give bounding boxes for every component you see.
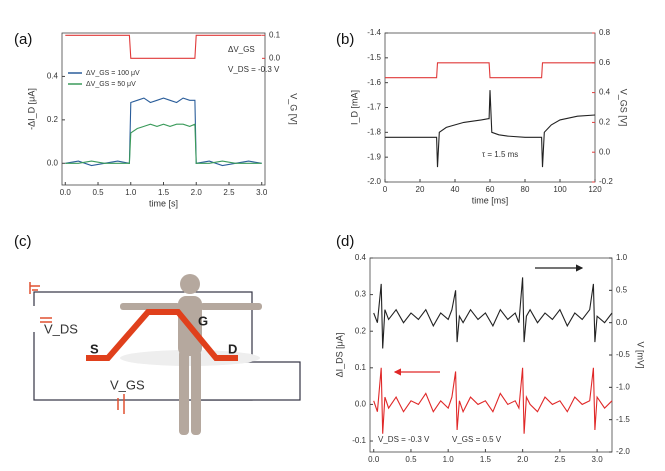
data-line [373,367,613,434]
y-axis-label: -ΔI_D [μA] [26,88,36,130]
y-tick-label: -1.6 [367,78,381,87]
x-axis-label: time [ms] [472,195,509,205]
diagram: (c) V_DS G S D V_GS [14,233,301,435]
data-line [65,34,262,59]
y-tick-label: -0.1 [352,436,366,445]
panel-label: (d) [336,233,354,250]
x-tick-label: 2.0 [517,455,529,464]
x-tick-label: 100 [553,185,567,194]
y2-tick-label: 0.0 [616,318,628,327]
y2-tick-label: 0.8 [599,28,611,37]
x-tick-label: 3.0 [592,455,604,464]
y-axis-label: I_D [mA] [349,90,359,125]
y2-tick-label: 0.4 [599,88,611,97]
y-tick-label: 0.2 [355,326,367,335]
y-tick-label: -1.5 [367,53,381,62]
x-tick-label: 1.5 [480,455,492,464]
y2-axis-label: V_G [V] [289,93,299,125]
channel [86,309,238,361]
y2-tick-label: -2.0 [616,447,630,456]
y2-tick-label: 0.2 [599,118,611,127]
y2-tick-label: -0.2 [599,177,613,186]
legend-label: ΔV_GS = 100 μV [86,70,140,77]
legend-label: ΔV_GS = 50 μV [86,81,136,88]
x-tick-label: 0 [383,185,388,194]
y2-axis-label: V [mV] [636,341,646,368]
y-tick-label: 0.0 [355,400,367,409]
data-line [373,277,613,349]
x-tick-label: 20 [416,185,425,194]
battery [117,394,125,414]
y2-tick-label: 1.0 [616,253,628,262]
y2-tick-label: 0.5 [616,285,628,294]
x-tick-label: 1.0 [125,188,137,197]
y-tick-label: 0.0 [47,158,59,167]
data-line [65,123,262,164]
label: G [198,313,208,328]
x-tick-label: 2.5 [223,188,235,197]
label: V_GS [110,377,145,392]
y-tick-label: 0.1 [355,363,367,372]
y2-tick-label: 0.6 [599,58,611,67]
panel-label: (a) [14,31,32,48]
x-tick-label: 60 [486,185,495,194]
annotation: V_DS = -0.3 V [228,65,280,74]
battery [40,317,52,323]
x-axis-label: time [s] [149,198,178,208]
y-tick-label: 0.3 [355,290,367,299]
y-tick-label: -1.4 [367,28,381,37]
panel-label: (b) [336,31,354,48]
x-tick-label: 0.0 [368,455,380,464]
annotation: τ = 1.5 ms [482,150,518,159]
label: S [90,341,99,356]
x-tick-label: 1.0 [443,455,455,464]
label: D [228,341,237,356]
gap [26,306,38,332]
circuit-wire [33,291,253,401]
data-line [385,90,596,168]
x-tick-label: 40 [451,185,460,194]
data-line [385,62,595,79]
panel-label: (c) [14,233,32,250]
y-tick-label: 0.4 [355,253,367,262]
x-tick-label: 80 [521,185,530,194]
x-tick-label: 2.0 [191,188,203,197]
y-tick-label: -1.8 [367,127,381,136]
y2-tick-label: -1.0 [616,382,630,391]
x-tick-label: 120 [588,185,602,194]
y-tick-label: 0.2 [47,115,59,124]
y2-tick-label: 0.1 [269,30,281,39]
annotation: V_DS = -0.3 V [378,435,430,444]
ground [29,282,40,294]
y-tick-label: -1.9 [367,152,381,161]
y2-tick-label: -0.5 [616,350,630,359]
x-tick-label: 0.0 [60,188,72,197]
shadow [120,350,260,366]
label: V_DS [44,321,78,336]
plot-frame [61,32,266,186]
plot-frame [369,257,613,453]
y-tick-label: 0.4 [47,72,59,81]
y2-axis-label: V_GS [V] [619,89,629,127]
y2-tick-label: -1.5 [616,415,630,424]
x-tick-label: 0.5 [405,455,417,464]
x-tick-label: 3.0 [256,188,268,197]
y-tick-label: -1.7 [367,103,381,112]
y2-tick-label: 0.0 [269,53,281,62]
y2-tick-label: 0.0 [599,147,611,156]
x-tick-label: 0.5 [92,188,104,197]
y-tick-label: -2.0 [367,177,381,186]
circuit-wire [199,361,301,401]
y-axis-label: ΔI_DS [μA] [334,333,344,378]
annotation: V_GS = 0.5 V [452,435,502,444]
data-line [65,97,262,167]
annotation: ΔV_GS [228,45,255,54]
x-tick-label: 1.5 [158,188,170,197]
x-tick-label: 2.5 [554,455,566,464]
